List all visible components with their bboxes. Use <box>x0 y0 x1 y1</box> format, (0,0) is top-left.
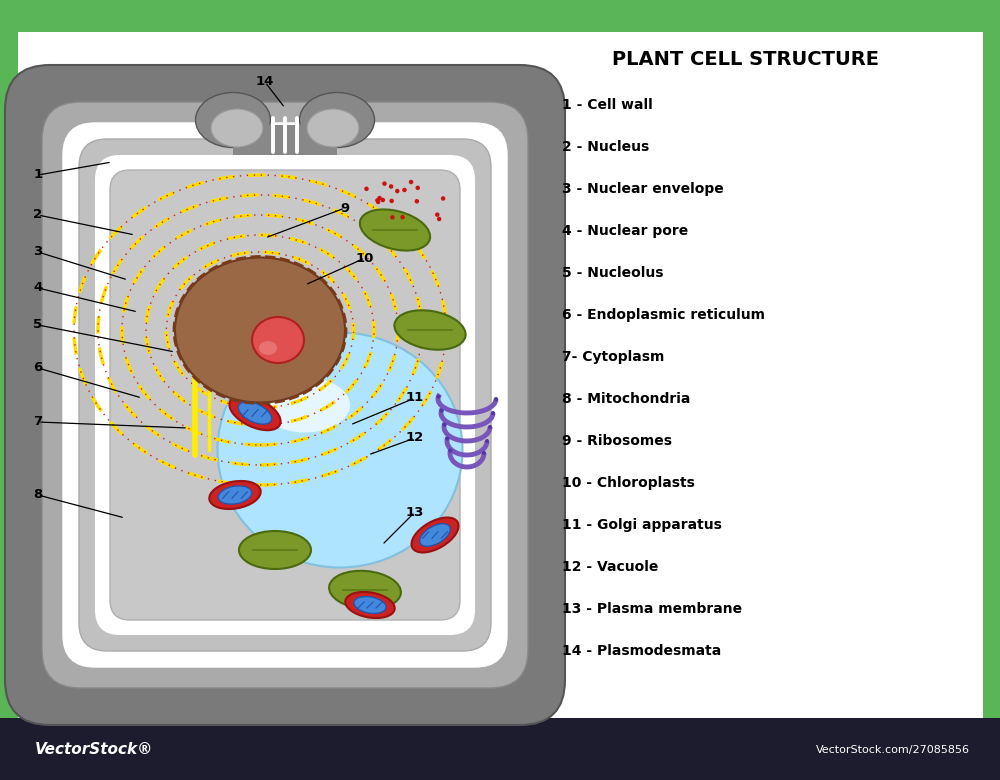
Bar <box>233 125 337 155</box>
Ellipse shape <box>252 317 304 363</box>
FancyBboxPatch shape <box>42 102 528 688</box>
Ellipse shape <box>482 451 486 455</box>
Text: 13 - Plasma membrane: 13 - Plasma membrane <box>562 602 742 616</box>
Text: 8: 8 <box>33 488 43 502</box>
Ellipse shape <box>420 523 450 546</box>
Ellipse shape <box>442 423 446 427</box>
Ellipse shape <box>381 198 385 202</box>
Ellipse shape <box>377 196 382 200</box>
Ellipse shape <box>485 439 489 443</box>
Ellipse shape <box>175 257 345 402</box>
Ellipse shape <box>411 517 459 552</box>
Ellipse shape <box>259 341 277 355</box>
Text: 11 - Golgi apparatus: 11 - Golgi apparatus <box>562 518 722 532</box>
Bar <box>0 718 1000 780</box>
Ellipse shape <box>415 199 419 204</box>
Ellipse shape <box>488 425 492 429</box>
Ellipse shape <box>239 531 311 569</box>
Ellipse shape <box>448 448 452 452</box>
Text: 9: 9 <box>340 201 350 215</box>
Text: PLANT CELL STRUCTURE: PLANT CELL STRUCTURE <box>612 51 879 69</box>
Ellipse shape <box>395 189 400 193</box>
FancyBboxPatch shape <box>18 32 983 722</box>
Ellipse shape <box>382 182 387 186</box>
Ellipse shape <box>402 188 407 192</box>
Ellipse shape <box>307 109 359 147</box>
Text: 10: 10 <box>356 251 374 264</box>
Ellipse shape <box>238 402 272 424</box>
Ellipse shape <box>229 395 281 431</box>
Ellipse shape <box>218 486 252 504</box>
Text: 5: 5 <box>33 318 43 331</box>
Ellipse shape <box>329 571 401 609</box>
Ellipse shape <box>435 212 440 217</box>
Ellipse shape <box>354 597 386 614</box>
Ellipse shape <box>494 397 498 401</box>
Text: 1: 1 <box>33 168 43 182</box>
Ellipse shape <box>439 409 443 413</box>
FancyBboxPatch shape <box>63 123 507 667</box>
Text: 1 - Cell wall: 1 - Cell wall <box>562 98 653 112</box>
Ellipse shape <box>209 481 261 509</box>
Text: 6: 6 <box>33 361 43 374</box>
Text: VectorStock.com/27085856: VectorStock.com/27085856 <box>816 745 970 755</box>
Text: 12: 12 <box>406 431 424 445</box>
Ellipse shape <box>260 378 350 432</box>
Ellipse shape <box>437 217 441 222</box>
Text: 3 - Nuclear envelope: 3 - Nuclear envelope <box>562 182 724 196</box>
Ellipse shape <box>441 197 445 200</box>
Ellipse shape <box>218 332 463 568</box>
Text: 7- Cytoplasm: 7- Cytoplasm <box>562 350 664 364</box>
Text: 11: 11 <box>406 392 424 405</box>
Ellipse shape <box>491 411 495 415</box>
FancyBboxPatch shape <box>79 139 491 651</box>
Text: 14 - Plasmodesmata: 14 - Plasmodesmata <box>562 644 721 658</box>
Text: 8 - Mitochondria: 8 - Mitochondria <box>562 392 690 406</box>
FancyBboxPatch shape <box>96 156 474 634</box>
Text: 12 - Vacuole: 12 - Vacuole <box>562 560 658 574</box>
Ellipse shape <box>345 592 395 618</box>
Text: 10 - Chloroplasts: 10 - Chloroplasts <box>562 476 695 490</box>
Text: VectorStock®: VectorStock® <box>35 743 153 757</box>
FancyBboxPatch shape <box>5 65 565 725</box>
Ellipse shape <box>300 93 374 147</box>
Text: 4: 4 <box>33 282 43 295</box>
Ellipse shape <box>409 179 413 184</box>
Ellipse shape <box>389 199 394 203</box>
Text: 3: 3 <box>33 246 43 258</box>
Ellipse shape <box>211 109 263 147</box>
Text: 13: 13 <box>406 505 424 519</box>
Text: 4 - Nuclear pore: 4 - Nuclear pore <box>562 224 688 238</box>
Text: 9 - Ribosomes: 9 - Ribosomes <box>562 434 672 448</box>
Ellipse shape <box>394 310 466 349</box>
Text: 2 - Nucleus: 2 - Nucleus <box>562 140 649 154</box>
Text: 2: 2 <box>33 208 43 222</box>
Ellipse shape <box>196 93 270 147</box>
Ellipse shape <box>360 209 430 250</box>
Text: 6 - Endoplasmic reticulum: 6 - Endoplasmic reticulum <box>562 308 765 322</box>
Ellipse shape <box>376 200 380 204</box>
Ellipse shape <box>375 198 380 203</box>
Ellipse shape <box>390 215 395 220</box>
FancyBboxPatch shape <box>110 170 460 620</box>
Text: 5 - Nucleolus: 5 - Nucleolus <box>562 266 664 280</box>
Ellipse shape <box>364 186 369 191</box>
Ellipse shape <box>400 215 405 219</box>
Ellipse shape <box>445 437 449 441</box>
Ellipse shape <box>415 186 420 190</box>
Ellipse shape <box>436 395 440 399</box>
Ellipse shape <box>389 184 393 189</box>
Text: 14: 14 <box>256 76 274 88</box>
Text: 7: 7 <box>33 416 43 428</box>
